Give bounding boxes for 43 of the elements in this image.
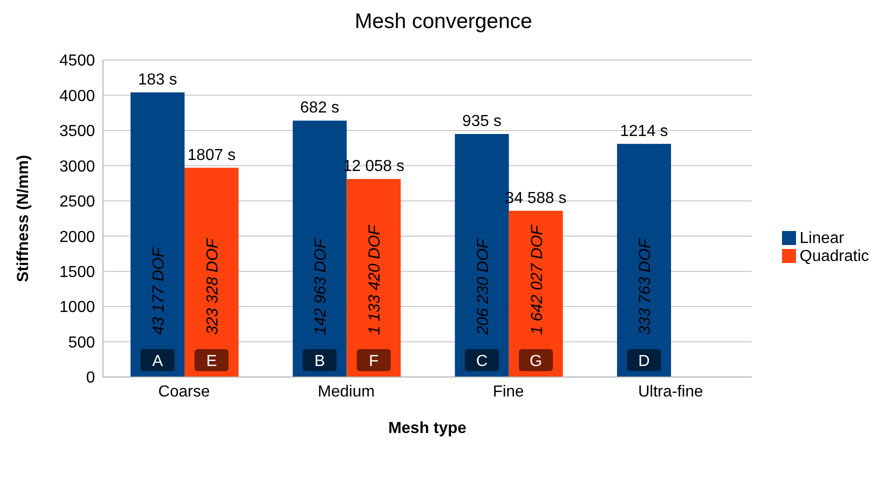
annotation: 1 642 027 DOF	[528, 224, 546, 335]
annotation: 1807 s	[188, 146, 236, 164]
annotation: 935 s	[462, 112, 502, 130]
y-tick-label: 4000	[59, 88, 96, 105]
annotation: E	[206, 353, 217, 370]
y-tick-label: 3500	[59, 123, 96, 140]
annotation: 43 177 DOF	[150, 246, 168, 335]
annotation: F	[368, 353, 379, 370]
x-tick-label: Medium	[318, 383, 375, 400]
annotation: 323 328 DOF	[204, 237, 222, 335]
y-tick-label: 0	[86, 370, 96, 387]
annotation: 142 963 DOF	[312, 237, 330, 335]
annotation: A	[152, 353, 164, 370]
bar	[184, 168, 239, 377]
bar	[508, 210, 563, 377]
y-tick-label: 500	[68, 334, 96, 352]
y-tick-label: 1500	[59, 264, 96, 282]
annotation: 333 763 DOF	[637, 237, 654, 335]
y-tick-label: 1000	[59, 299, 96, 316]
annotation: 206 230 DOF	[474, 237, 492, 336]
annotation: D	[638, 353, 650, 370]
legend-label: Linear	[800, 230, 844, 246]
x-tick-label: Fine	[492, 383, 524, 400]
y-axis-title: Stiffness (N/mm)	[15, 154, 32, 282]
y-tick-label: 3000	[59, 158, 96, 176]
bar	[346, 179, 401, 377]
y-tick-label: 2500	[59, 194, 96, 211]
annotation: G	[530, 353, 542, 370]
chart-title: Mesh convergence	[354, 10, 534, 34]
annotation: C	[476, 353, 488, 370]
annotation: 1 133 420 DOF	[366, 224, 384, 335]
y-tick-label: 4500	[59, 52, 96, 70]
x-tick-label: Ultra-fine	[638, 383, 704, 400]
annotation: B	[314, 353, 326, 370]
x-axis-title: Mesh type	[388, 420, 467, 437]
y-tick-label: 2000	[59, 228, 96, 246]
bar	[617, 144, 672, 377]
bar	[130, 92, 185, 377]
annotation: 183 s	[138, 71, 178, 88]
x-tick-label: Coarse	[158, 383, 210, 400]
legend-label: Quadratic	[800, 248, 869, 264]
annotation: 682 s	[300, 100, 340, 117]
annotation: 1214 s	[620, 122, 668, 140]
